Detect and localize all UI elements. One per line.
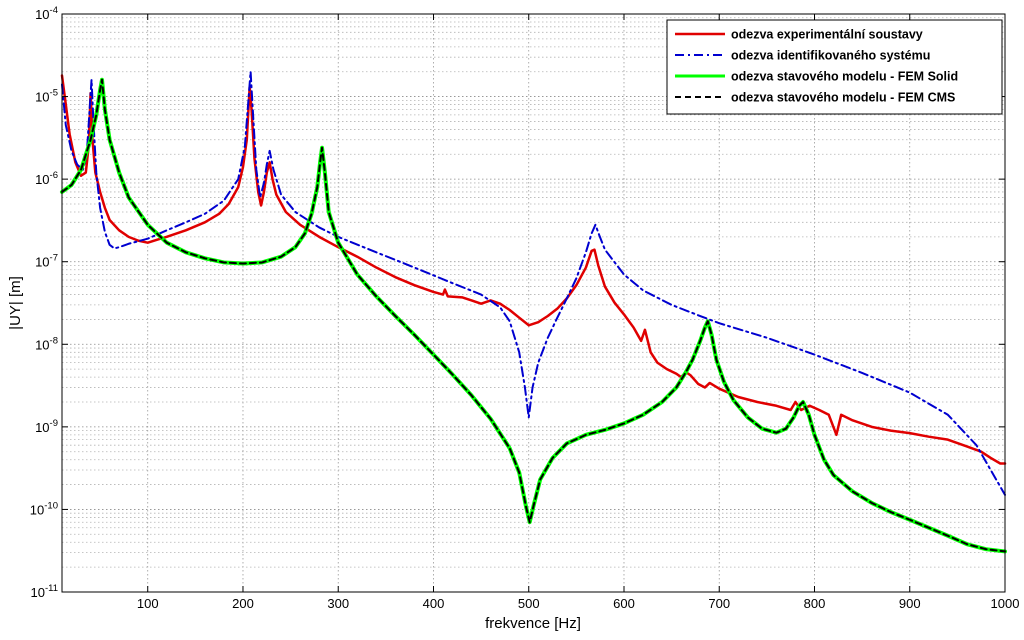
y-tick-label: 10-10 (30, 500, 58, 517)
y-tick-label: 10-9 (35, 418, 58, 435)
series-line-4 (61, 78, 1006, 553)
x-tick-label: 900 (899, 596, 921, 611)
x-tick-label: 500 (518, 596, 540, 611)
x-tick-label: 300 (327, 596, 349, 611)
grid (62, 14, 1005, 592)
series-line-1 (60, 74, 1007, 465)
legend-label-1: odezva experimentální soustavy (731, 28, 923, 42)
series-line-2 (61, 70, 1006, 496)
legend: odezva experimentální soustavy odezva ide… (666, 19, 1003, 115)
x-tick-label: 800 (804, 596, 826, 611)
y-axis-label: |UY| [m] (7, 276, 24, 330)
y-tick-label: 10-11 (31, 583, 59, 600)
plot-frame (61, 13, 1006, 593)
legend-label-3: odezva stavového modelu - FEM Solid (731, 70, 958, 84)
series-lines (60, 70, 1007, 554)
legend-label-4: odezva stavového modelu - FEM CMS (731, 91, 955, 105)
x-tick-label: 600 (613, 596, 635, 611)
x-tick-label: 400 (423, 596, 445, 611)
y-tick-label: 10-6 (35, 170, 58, 187)
legend-box (666, 19, 1003, 115)
x-tick-label: 200 (232, 596, 254, 611)
y-tick-label: 10-4 (35, 5, 58, 22)
y-tick-label: 10-5 (35, 88, 58, 105)
y-tick-label: 10-7 (35, 253, 58, 270)
axis-ticks: 100 200 300 400 500 600 700 800 900 1000 10-4 10-5 1… (30, 5, 1020, 611)
x-tick-label: 700 (708, 596, 730, 611)
legend-label-2: odezva identifikovaného systému (731, 49, 930, 63)
y-tick-label: 10-8 (35, 335, 58, 352)
x-tick-label: 100 (137, 596, 159, 611)
x-axis-label: frekvence [Hz] (485, 615, 581, 632)
x-tick-label: 1000 (991, 596, 1020, 611)
